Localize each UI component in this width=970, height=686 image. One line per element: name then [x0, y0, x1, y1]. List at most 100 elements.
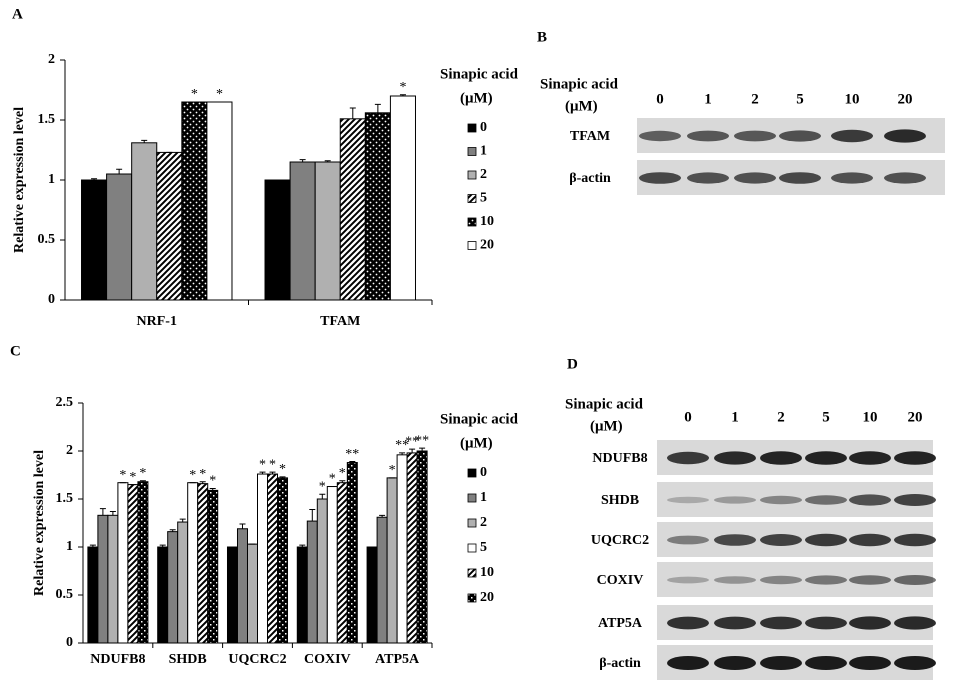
bar	[389, 95, 416, 301]
y-tick-label: 0.5	[56, 587, 74, 602]
error-bar	[159, 544, 166, 547]
error-bar	[109, 510, 116, 516]
error-bar	[409, 448, 416, 453]
error-bar	[299, 159, 306, 162]
error-bar	[269, 471, 276, 475]
band	[831, 129, 873, 143]
band	[714, 534, 756, 546]
band	[805, 575, 847, 585]
bar	[396, 454, 408, 644]
error-bar	[91, 178, 98, 180]
lane-label: 0	[684, 409, 692, 425]
legend-label: 10	[480, 565, 494, 580]
row-label: SHDB	[601, 493, 639, 508]
lane-label: 0	[656, 91, 664, 107]
legend-title: Sinapic acid	[440, 411, 519, 427]
lane-label: 5	[796, 91, 804, 107]
row-label: β-actin	[599, 656, 641, 671]
lane-label: 1	[704, 91, 712, 107]
legend-swatch	[467, 518, 477, 528]
bar	[137, 481, 149, 644]
bar	[156, 151, 183, 301]
legend-title: (μM)	[460, 435, 493, 451]
y-tick-label: 0	[66, 635, 73, 650]
bar	[364, 112, 391, 301]
lane-label: 10	[845, 91, 860, 107]
row-label: NDUFB8	[592, 451, 647, 466]
treatment-label: Sinapic acid	[540, 76, 619, 92]
band	[849, 616, 891, 630]
error-bar	[324, 160, 331, 162]
band	[894, 616, 936, 630]
significance-mark: **	[395, 438, 409, 453]
legend-label: 2	[480, 515, 487, 530]
band	[760, 656, 802, 670]
y-tick-label: 1	[66, 539, 73, 554]
x-tick-label: ATP5A	[375, 652, 420, 667]
error-bar	[319, 493, 326, 499]
legend-swatch	[467, 217, 477, 227]
legend-label: 2	[480, 167, 487, 182]
bar	[336, 482, 348, 644]
error-bar	[309, 509, 316, 522]
y-tick-label: 2	[66, 443, 73, 458]
bar	[316, 498, 328, 644]
legend-swatch	[467, 468, 477, 478]
panel-label: C	[10, 343, 21, 359]
bar	[236, 528, 248, 644]
bar	[81, 179, 108, 301]
legend-swatch	[467, 241, 477, 250]
legend-swatch	[467, 568, 477, 578]
legend-label: 10	[480, 214, 494, 229]
significance-mark: *	[319, 479, 326, 494]
band	[894, 575, 936, 585]
panel-label: B	[537, 29, 547, 45]
legend-swatch	[467, 170, 477, 180]
band	[831, 172, 873, 184]
band	[667, 451, 709, 465]
band	[687, 130, 729, 142]
band	[894, 494, 936, 506]
bar	[87, 546, 99, 644]
significance-mark: *	[189, 468, 196, 483]
legend-label: 0	[480, 465, 487, 480]
error-bar	[239, 523, 246, 529]
legend-title: (μM)	[460, 90, 493, 106]
band	[894, 533, 936, 547]
band	[805, 656, 847, 670]
significance-mark: *	[339, 466, 346, 481]
significance-mark: *	[269, 457, 276, 472]
bar	[376, 516, 388, 644]
band	[760, 616, 802, 630]
bar	[97, 514, 109, 644]
band	[805, 533, 847, 547]
error-bar	[179, 518, 186, 523]
band	[849, 656, 891, 670]
bar	[257, 473, 269, 644]
bar	[131, 142, 158, 301]
lane-label: 2	[751, 91, 759, 107]
legend-swatch	[467, 194, 477, 203]
bar	[289, 161, 316, 301]
error-bar	[199, 481, 206, 484]
band	[760, 534, 802, 546]
band	[805, 451, 847, 465]
y-axis-label: Relative expression level	[12, 107, 27, 253]
bar	[177, 521, 189, 644]
error-bar	[374, 103, 381, 113]
bar	[296, 546, 308, 644]
band	[884, 129, 926, 143]
panel-label: D	[567, 356, 578, 372]
bar	[314, 161, 341, 301]
lane-label: 20	[908, 409, 923, 425]
legend-swatch	[467, 543, 477, 553]
band	[714, 451, 756, 465]
legend-swatch	[467, 593, 477, 603]
significance-mark: *	[329, 472, 336, 487]
legend-label: 1	[480, 490, 487, 505]
band	[734, 172, 776, 184]
bar	[277, 477, 289, 644]
band	[760, 575, 802, 585]
row-label: ATP5A	[598, 616, 643, 631]
legend-label: 20	[480, 238, 494, 253]
